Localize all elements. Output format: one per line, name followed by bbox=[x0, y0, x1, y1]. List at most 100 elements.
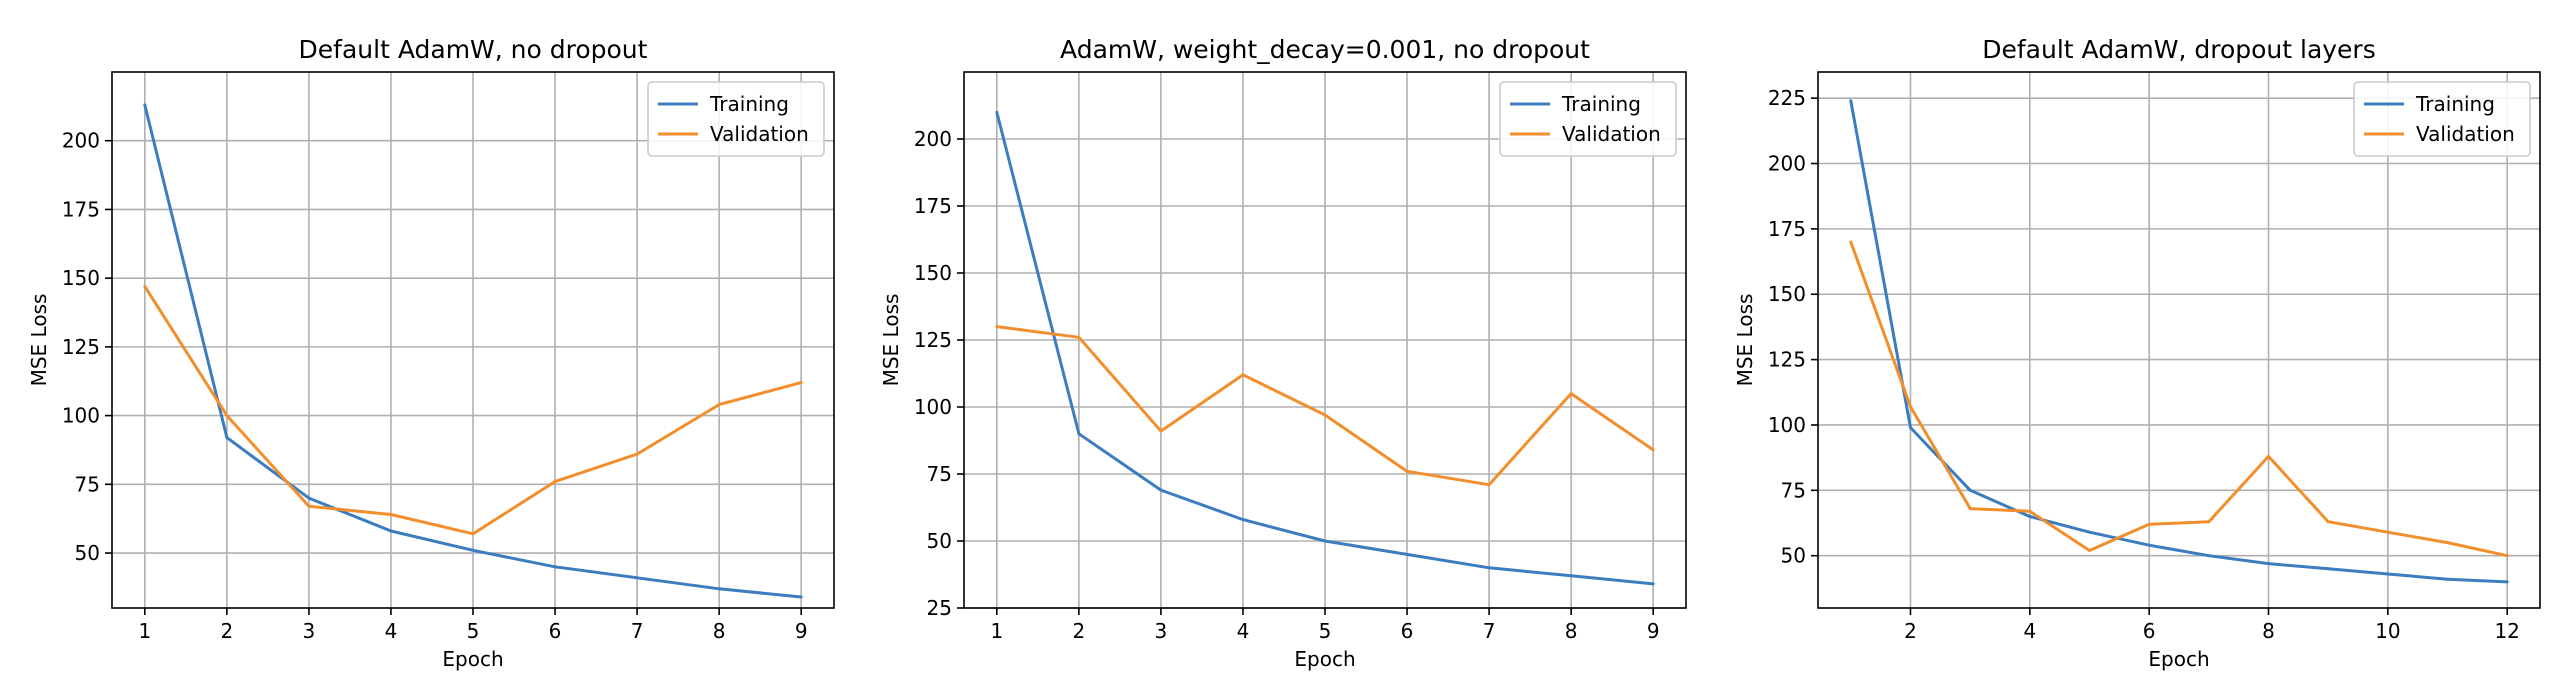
x-tick-label: 4 bbox=[385, 619, 398, 643]
y-tick-label: 175 bbox=[914, 194, 952, 218]
data-point bbox=[389, 529, 393, 533]
y-tick-label: 125 bbox=[62, 335, 100, 359]
x-tick-label: 2 bbox=[1904, 619, 1917, 643]
y-tick-label: 125 bbox=[1768, 348, 1806, 372]
data-point bbox=[1569, 392, 1573, 396]
data-point bbox=[1159, 488, 1163, 492]
data-point bbox=[2386, 572, 2390, 576]
x-tick-label: 4 bbox=[1237, 619, 1250, 643]
data-point bbox=[2087, 530, 2091, 534]
data-point bbox=[1487, 566, 1491, 570]
x-tick-label: 1 bbox=[990, 619, 1003, 643]
y-tick-label: 150 bbox=[62, 266, 100, 290]
data-point bbox=[2147, 543, 2151, 547]
legend-label-training: Training bbox=[709, 92, 789, 116]
data-point bbox=[2505, 554, 2509, 558]
data-point bbox=[717, 403, 721, 407]
chart-title: Default AdamW, no dropout bbox=[299, 35, 648, 64]
x-tick-label: 7 bbox=[631, 619, 644, 643]
data-point bbox=[225, 414, 229, 418]
data-point bbox=[1405, 552, 1409, 556]
y-tick-label: 200 bbox=[914, 127, 952, 151]
y-tick-label: 175 bbox=[62, 197, 100, 221]
data-point bbox=[471, 548, 475, 552]
legend-box bbox=[2353, 81, 2531, 157]
y-tick-label: 50 bbox=[75, 541, 100, 565]
data-point bbox=[1908, 405, 1912, 409]
data-point bbox=[553, 565, 557, 569]
legend-label-validation: Validation bbox=[710, 122, 809, 146]
y-tick-label: 175 bbox=[1768, 217, 1806, 241]
chart-panel-1: 1 2 3 4 5 6 7 8 9 50 75 100 125 150 175 200 Default Adam… bbox=[27, 35, 835, 671]
data-point bbox=[995, 325, 999, 329]
data-point bbox=[1651, 582, 1655, 586]
data-point bbox=[2267, 454, 2271, 458]
x-tick-label: 3 bbox=[1155, 619, 1168, 643]
y-tick-label: 150 bbox=[1768, 282, 1806, 306]
legend-box bbox=[1499, 81, 1677, 157]
data-point bbox=[2505, 580, 2509, 584]
y-axis-label: MSE Loss bbox=[1733, 294, 1757, 387]
data-point bbox=[143, 103, 147, 107]
data-point bbox=[2326, 520, 2330, 524]
data-point bbox=[2087, 548, 2091, 552]
y-tick-label: 50 bbox=[1781, 544, 1806, 568]
legend-label-validation: Validation bbox=[2416, 122, 2515, 146]
x-tick-label: 2 bbox=[1072, 619, 1085, 643]
legend-label-training: Training bbox=[2415, 92, 2495, 116]
data-point bbox=[2446, 577, 2450, 581]
data-point bbox=[2028, 514, 2032, 518]
data-point bbox=[143, 284, 147, 288]
data-point bbox=[307, 504, 311, 508]
data-point bbox=[1968, 507, 1972, 511]
data-point bbox=[1323, 539, 1327, 543]
chart-panel-2: 1 2 3 4 5 6 7 8 9 25 50 75 100 125 150 175 200 AdamW, wei… bbox=[879, 35, 1687, 671]
y-tick-label: 100 bbox=[914, 395, 952, 419]
x-axis-label: Epoch bbox=[442, 647, 503, 671]
data-point bbox=[1077, 432, 1081, 436]
legend-label-validation: Validation bbox=[1562, 122, 1661, 146]
data-point bbox=[1651, 448, 1655, 452]
y-tick-label: 125 bbox=[914, 328, 952, 352]
y-axis-label: MSE Loss bbox=[879, 294, 903, 387]
x-tick-label: 12 bbox=[2494, 619, 2519, 643]
data-point bbox=[2207, 520, 2211, 524]
y-tick-label: 25 bbox=[927, 596, 952, 620]
data-point bbox=[635, 452, 639, 456]
legend-label-training: Training bbox=[1561, 92, 1641, 116]
x-tick-label: 5 bbox=[467, 619, 480, 643]
x-tick-label: 2 bbox=[220, 619, 233, 643]
data-point bbox=[2147, 522, 2151, 526]
data-point bbox=[2446, 541, 2450, 545]
data-point bbox=[2326, 567, 2330, 571]
data-point bbox=[1569, 574, 1573, 578]
y-tick-label: 225 bbox=[1768, 86, 1806, 110]
x-tick-label: 7 bbox=[1483, 619, 1496, 643]
data-point bbox=[1849, 240, 1853, 244]
data-point bbox=[635, 576, 639, 580]
data-point bbox=[799, 381, 803, 385]
chart-title: AdamW, weight_decay=0.001, no dropout bbox=[1060, 35, 1590, 64]
legend-box bbox=[647, 81, 825, 157]
data-point bbox=[1968, 488, 1972, 492]
chart-panel-3: 2 4 6 8 10 12 50 75 100 125 150 175 200 225 Default Ad… bbox=[1733, 35, 2541, 671]
data-point bbox=[1077, 335, 1081, 339]
data-point bbox=[717, 587, 721, 591]
data-point bbox=[471, 532, 475, 536]
x-tick-label: 8 bbox=[1565, 619, 1578, 643]
plot-frame bbox=[1817, 71, 2541, 609]
data-point bbox=[553, 480, 557, 484]
x-tick-label: 6 bbox=[2143, 619, 2156, 643]
x-tick-label: 8 bbox=[713, 619, 726, 643]
series-line-validation bbox=[1849, 241, 2508, 558]
x-tick-label: 4 bbox=[2023, 619, 2036, 643]
data-point bbox=[389, 513, 393, 517]
y-tick-label: 100 bbox=[1768, 413, 1806, 437]
series-line-training bbox=[1849, 100, 2508, 584]
y-tick-label: 200 bbox=[1768, 152, 1806, 176]
data-point bbox=[2207, 554, 2211, 558]
x-tick-label: 5 bbox=[1319, 619, 1332, 643]
data-point bbox=[1159, 429, 1163, 433]
data-point bbox=[1241, 373, 1245, 377]
